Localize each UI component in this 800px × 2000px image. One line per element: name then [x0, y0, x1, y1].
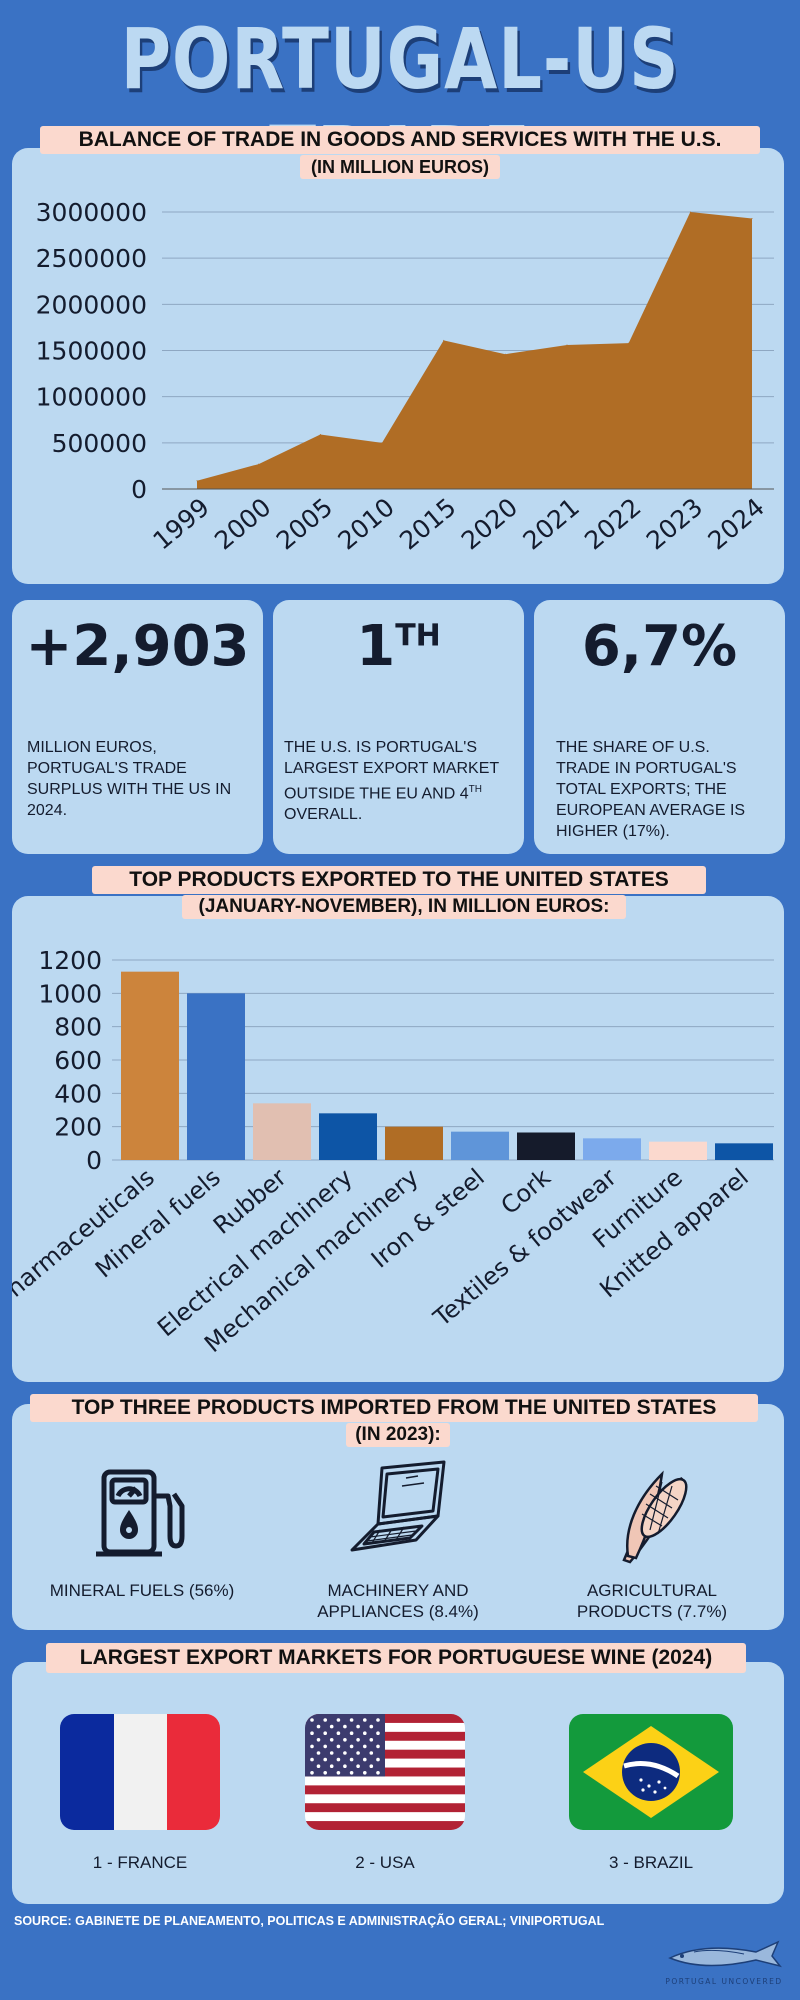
import-product-label: MACHINERY AND APPLIANCES (8.4%)	[288, 1580, 508, 1622]
bar	[385, 1126, 443, 1160]
y-tick-label: 2500000	[36, 244, 147, 273]
stat-value-suffix: TH	[395, 618, 441, 654]
x-tick-label: 2005	[271, 492, 338, 555]
bar	[187, 993, 245, 1160]
fuel-pump-icon	[96, 1469, 185, 1557]
bar	[517, 1132, 575, 1160]
wine-market-label: 2 - USA	[355, 1853, 415, 1872]
wine-panel: 1 - FRANCE 2 - USA 3 - BRAZIL	[12, 1662, 784, 1904]
stat-description-sup: TH	[468, 784, 482, 795]
bar	[583, 1138, 641, 1160]
wine-heading: LARGEST EXPORT MARKETS FOR PORTUGUESE WI…	[46, 1643, 746, 1673]
stat-card-surplus: +2,903 MILLION EUROS, PORTUGAL'S TRADE S…	[12, 600, 263, 854]
stat-description: MILLION EUROS, PORTUGAL'S TRADE SURPLUS …	[27, 739, 232, 819]
stat-description-part: THE U.S. IS PORTUGAL'S LARGEST EXPORT MA…	[284, 739, 499, 803]
import-product-label: AGRICULTURAL PRODUCTS (7.7%)	[542, 1580, 762, 1622]
import-product-label-line: AGRICULTURAL	[586, 1581, 718, 1600]
bar	[121, 971, 179, 1160]
bar	[649, 1141, 707, 1160]
import-product-label-line: MINERAL FUELS (56%)	[49, 1581, 235, 1600]
brazil-flag	[569, 1714, 733, 1830]
x-tick-label: 2000	[209, 492, 276, 555]
usa-flag	[305, 1714, 465, 1830]
x-tick-label: 2010	[332, 492, 399, 555]
y-tick-label: 3000000	[36, 198, 147, 227]
y-tick-label: 1000	[38, 979, 102, 1008]
x-tick-label: 2015	[394, 492, 461, 555]
balance-area-chart: 0 500000 1000000 1500000 2000000 2500000 30000…	[36, 198, 774, 555]
stat-value: 6,7%	[581, 614, 738, 679]
y-tick-label: 1000000	[36, 383, 147, 412]
data-point	[319, 434, 321, 436]
bar	[715, 1143, 773, 1160]
corn-icon	[622, 1470, 688, 1564]
import-product-label-line: MACHINERY AND	[327, 1581, 469, 1600]
stat-value: +2,903	[25, 614, 250, 679]
data-point	[443, 339, 445, 341]
y-tick-label: 0	[131, 475, 147, 504]
data-point	[504, 353, 506, 355]
laptop-icon	[350, 1460, 446, 1552]
y-tick-label: 400	[54, 1079, 102, 1108]
import-product-label-line: PRODUCTS (7.7%)	[576, 1602, 728, 1621]
exports-chart-subheading: (JANUARY-NOVEMBER), IN MILLION EUROS:	[182, 895, 626, 919]
bar	[451, 1131, 509, 1160]
stat-card-trade-share: 6,7% THE SHARE OF U.S. TRADE IN PORTUGAL…	[534, 600, 785, 854]
wine-market-label: 1 - FRANCE	[92, 1853, 188, 1872]
data-point	[381, 442, 383, 444]
x-tick-label: 2024	[702, 492, 769, 555]
y-tick-label: 1200	[38, 946, 102, 975]
y-tick-label: 800	[54, 1013, 102, 1042]
x-tick-label: 2021	[517, 492, 584, 555]
data-point	[258, 463, 260, 465]
fish-logo: PORTUGAL UNCOVERED	[665, 1940, 782, 1986]
source-note: SOURCE: GABINETE DE PLANEAMENTO, POLITIC…	[14, 1914, 605, 1928]
wine-market-label: 3 - BRAZIL	[608, 1853, 694, 1872]
x-tick-label: 2022	[579, 492, 646, 555]
imports-heading: TOP THREE PRODUCTS IMPORTED FROM THE UNI…	[30, 1394, 758, 1422]
imports-subheading: (IN 2023):	[346, 1423, 450, 1447]
balance-chart-heading: BALANCE OF TRADE IN GOODS AND SERVICES W…	[40, 126, 760, 154]
exports-bar-chart: 020040060080010001200PharmaceuticalsMine…	[12, 946, 774, 1358]
import-product-label-line: APPLIANCES (8.4%)	[317, 1602, 479, 1621]
data-point	[689, 211, 691, 213]
data-point	[751, 217, 753, 219]
stat-description: THE U.S. IS PORTUGAL'S LARGEST EXPORT MA…	[284, 737, 510, 825]
balance-chart-subheading: (IN MILLION EUROS)	[300, 155, 500, 179]
stat-card-export-rank: 1TH THE U.S. IS PORTUGAL'S LARGEST EXPOR…	[273, 600, 524, 854]
france-flag	[60, 1714, 220, 1830]
data-point	[628, 342, 630, 344]
logo-text: PORTUGAL UNCOVERED	[665, 1977, 782, 1986]
x-tick-label: 1999	[147, 492, 214, 555]
y-tick-label: 500000	[52, 429, 147, 458]
import-product-label: MINERAL FUELS (56%)	[32, 1580, 252, 1601]
stat-value-number: 1	[356, 614, 396, 679]
x-tick-label: Iron & steel	[366, 1163, 490, 1273]
stat-value: 1TH	[273, 614, 524, 679]
data-point	[196, 480, 198, 482]
exports-chart-panel: 0 200 400 600 800 1000 1200 Pharmaceuticals Mine…	[12, 896, 784, 1382]
bar	[253, 1103, 311, 1160]
data-point	[566, 344, 568, 346]
exports-chart-heading: TOP PRODUCTS EXPORTED TO THE UNITED STAT…	[92, 866, 706, 894]
y-tick-label: 2000000	[36, 290, 147, 319]
stat-description-part: OVERALL.	[284, 806, 363, 824]
y-tick-label: 0	[86, 1146, 102, 1175]
balance-chart-panel: 0 500000 1000000 1500000 2000000 2500000 30000…	[12, 148, 784, 584]
area-series	[197, 212, 752, 489]
stat-description: THE SHARE OF U.S. TRADE IN PORTUGAL'S TO…	[556, 739, 746, 840]
y-tick-label: 600	[54, 1046, 102, 1075]
bar	[319, 1113, 377, 1160]
x-tick-label: 2020	[456, 492, 523, 555]
y-tick-label: 1500000	[36, 337, 147, 366]
x-tick-label: 2023	[641, 492, 708, 555]
y-tick-label: 200	[54, 1113, 102, 1142]
